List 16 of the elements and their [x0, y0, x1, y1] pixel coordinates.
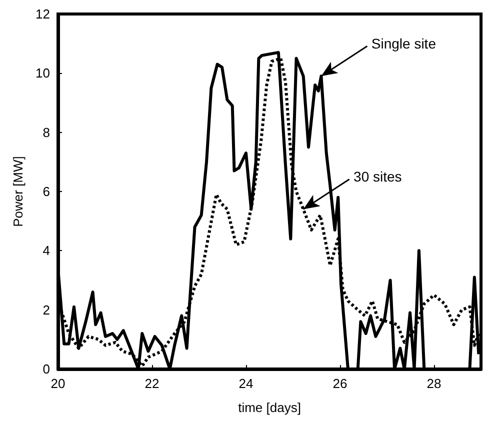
- y-tick-label: 12: [36, 6, 50, 22]
- y-axis-title: Power [MW]: [10, 156, 26, 227]
- annotation: 30 sites: [354, 168, 402, 185]
- x-axis-title: time [days]: [238, 400, 301, 415]
- y-tick-label: 0: [42, 362, 50, 376]
- y-tick-label: 4: [42, 243, 50, 258]
- annotation: Single site: [371, 35, 436, 52]
- x-tick-label: 24: [238, 376, 254, 391]
- y-tick-label: 8: [42, 124, 50, 140]
- x-tick-label: 28: [426, 376, 442, 391]
- y-tick-label: 6: [42, 184, 50, 199]
- x-tick-label: 26: [332, 376, 348, 391]
- x-tick-label: 20: [50, 376, 66, 391]
- y-tick-label: 2: [42, 302, 50, 318]
- x-tick-label: 22: [144, 376, 160, 391]
- y-tick-label: 10: [36, 66, 50, 81]
